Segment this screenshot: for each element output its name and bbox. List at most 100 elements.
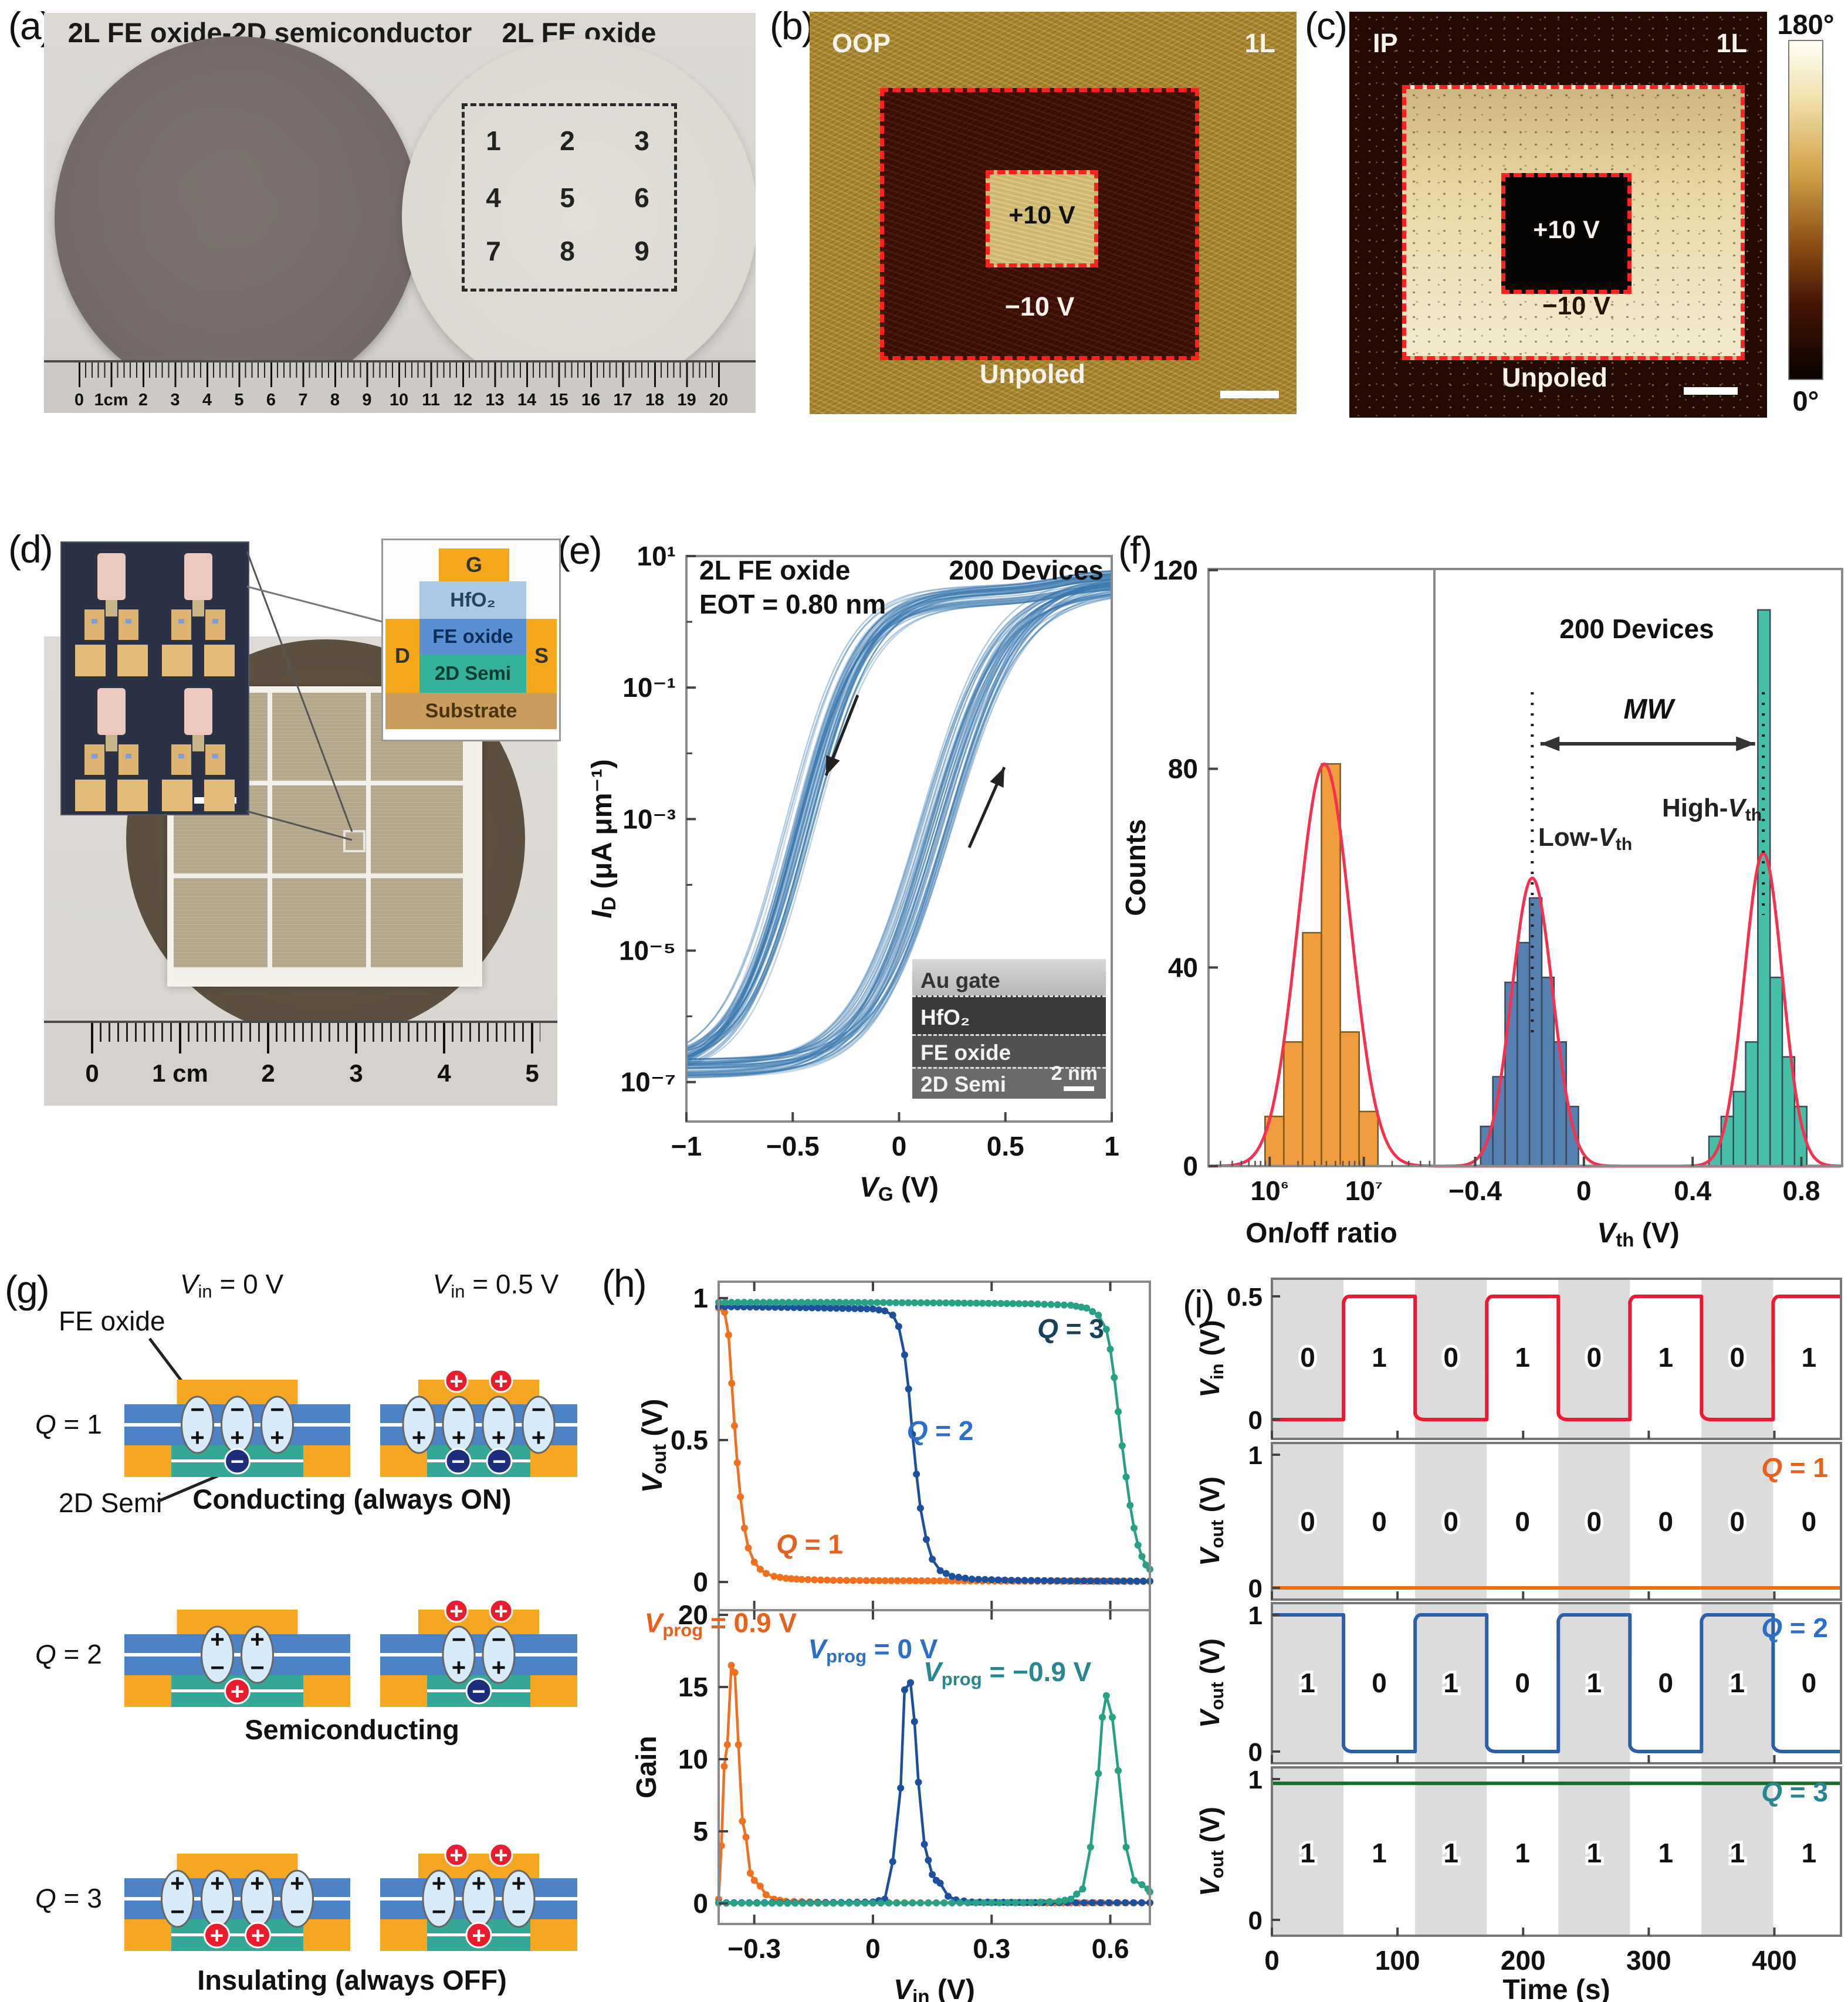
- y-tick-label: 10¹: [637, 541, 676, 571]
- bit-label: 0: [1658, 1506, 1673, 1537]
- series-marker: [906, 1577, 913, 1584]
- x-tick-label: −1: [671, 1131, 702, 1161]
- series-marker: [1083, 1304, 1091, 1312]
- series-marker: [1106, 1346, 1114, 1353]
- transfer-curve: [686, 581, 1112, 1047]
- series-marker: [994, 1576, 1002, 1584]
- shaded-band: [1272, 1767, 1344, 1936]
- vth-tick-label: 0: [1576, 1176, 1592, 1206]
- dipole-top-sign: +: [472, 1869, 486, 1897]
- channel-charge-sign: −: [492, 1449, 506, 1475]
- bit-label: 0: [1802, 1506, 1817, 1537]
- series-marker: [733, 1459, 741, 1466]
- series-marker: [1014, 1577, 1022, 1584]
- onoff-gauss-fit: [1208, 763, 1434, 1168]
- gate-plus-charge: [444, 1598, 469, 1623]
- dipole-top-sign: +: [250, 1625, 265, 1653]
- x-tick-label: 0.3: [973, 1933, 1010, 1964]
- panel-e-label: (e): [557, 529, 603, 572]
- series-marker: [996, 1899, 1003, 1906]
- series-marker: [916, 1899, 924, 1907]
- series-marker: [911, 1299, 918, 1306]
- dipole: [161, 1869, 194, 1928]
- bit-label: 1: [1372, 1838, 1387, 1868]
- y-tick-label: 0: [1248, 1574, 1263, 1603]
- micrograph-feature: [204, 780, 235, 811]
- series-marker: [1004, 1899, 1011, 1906]
- series-marker: [843, 1577, 851, 1584]
- series-marker: [905, 1385, 912, 1393]
- series-marker: [791, 1899, 799, 1907]
- series-marker: [750, 1876, 758, 1884]
- series-marker: [901, 1351, 908, 1359]
- series-marker: [988, 1899, 996, 1906]
- micrograph-feature: [184, 688, 212, 735]
- curve-label: Vprog = 0.9 V: [645, 1608, 797, 1641]
- fe-layer-top: [124, 1878, 350, 1897]
- bit-label: 0: [1443, 1342, 1458, 1373]
- time-tick-label: 0: [1264, 1945, 1280, 1976]
- ruler-d-number: 2: [261, 1059, 275, 1087]
- die-number: 2: [560, 126, 575, 156]
- series-marker: [1087, 1577, 1094, 1585]
- plot-frame: [717, 1609, 1151, 1925]
- transfer-curve: [686, 585, 1112, 1061]
- hole-charge: [224, 1678, 251, 1705]
- bit-label: 1: [1443, 1668, 1458, 1698]
- micrograph-feature: [92, 619, 97, 624]
- series-marker: [1067, 1895, 1075, 1903]
- series-marker: [827, 1305, 834, 1312]
- series-marker: [874, 1299, 881, 1306]
- series-marker: [905, 1299, 912, 1306]
- series-marker: [830, 1299, 837, 1306]
- series-marker: [836, 1577, 844, 1584]
- dipole: [442, 1625, 476, 1684]
- series-marker: [1126, 1502, 1134, 1509]
- plot-frame-i: [1271, 1442, 1842, 1601]
- g-col-title-1: Vin = 0.5 V: [433, 1269, 559, 1302]
- ruler-a-number: 9: [362, 391, 372, 409]
- series-marker: [942, 1577, 950, 1585]
- fe-oxide-label: FE oxide: [59, 1306, 165, 1336]
- y-tick-label: 0: [1248, 1738, 1263, 1767]
- contact-right: [303, 1445, 350, 1477]
- y-axis-title: Vout (V): [637, 1399, 670, 1493]
- low-vth-bar: [1517, 941, 1531, 1167]
- ruler-a-number: 13: [485, 391, 505, 409]
- x-tick-label: 1: [1104, 1131, 1119, 1161]
- dipole-top-sign: −: [532, 1395, 546, 1423]
- micrograph-feature: [75, 645, 106, 676]
- channel-charge-sign: +: [231, 1679, 244, 1705]
- series-marker: [1118, 1442, 1126, 1449]
- schem-hfo2: HfO₂: [419, 581, 526, 619]
- onoff-tick-label: 10⁶: [1251, 1176, 1289, 1206]
- gate-electrode: [177, 1610, 298, 1634]
- series-marker: [881, 1577, 889, 1584]
- high-vth-bar: [1769, 977, 1783, 1167]
- micrograph-feature: [178, 619, 184, 624]
- series-marker: [1111, 1374, 1118, 1381]
- bit-label: 0: [1443, 1506, 1458, 1537]
- series-marker: [981, 1576, 989, 1583]
- series-marker: [839, 1305, 847, 1312]
- series-marker: [1072, 1302, 1080, 1310]
- series-marker: [744, 1544, 752, 1552]
- gate-plus-sign: +: [494, 1598, 507, 1624]
- channel-charge-sign: +: [472, 1923, 485, 1949]
- series-marker: [804, 1576, 812, 1583]
- series-marker: [1020, 1899, 1027, 1906]
- channel-charge-sign: −: [451, 1449, 465, 1475]
- series-marker: [980, 1899, 987, 1906]
- transfer-curve: [686, 581, 1112, 1076]
- gate-plus-charge: [444, 1368, 469, 1393]
- series-marker: [911, 1718, 918, 1726]
- q-curve-label: Q = 1: [1761, 1452, 1828, 1483]
- contact-right: [530, 1675, 577, 1707]
- dipole: [280, 1869, 314, 1928]
- layer-label-c: 1L: [1716, 28, 1747, 58]
- series-marker: [739, 1817, 746, 1825]
- ruler-a-number: 11: [422, 391, 440, 409]
- dipole: [402, 1395, 436, 1454]
- series-marker: [810, 1299, 818, 1306]
- die-number: 6: [634, 182, 649, 213]
